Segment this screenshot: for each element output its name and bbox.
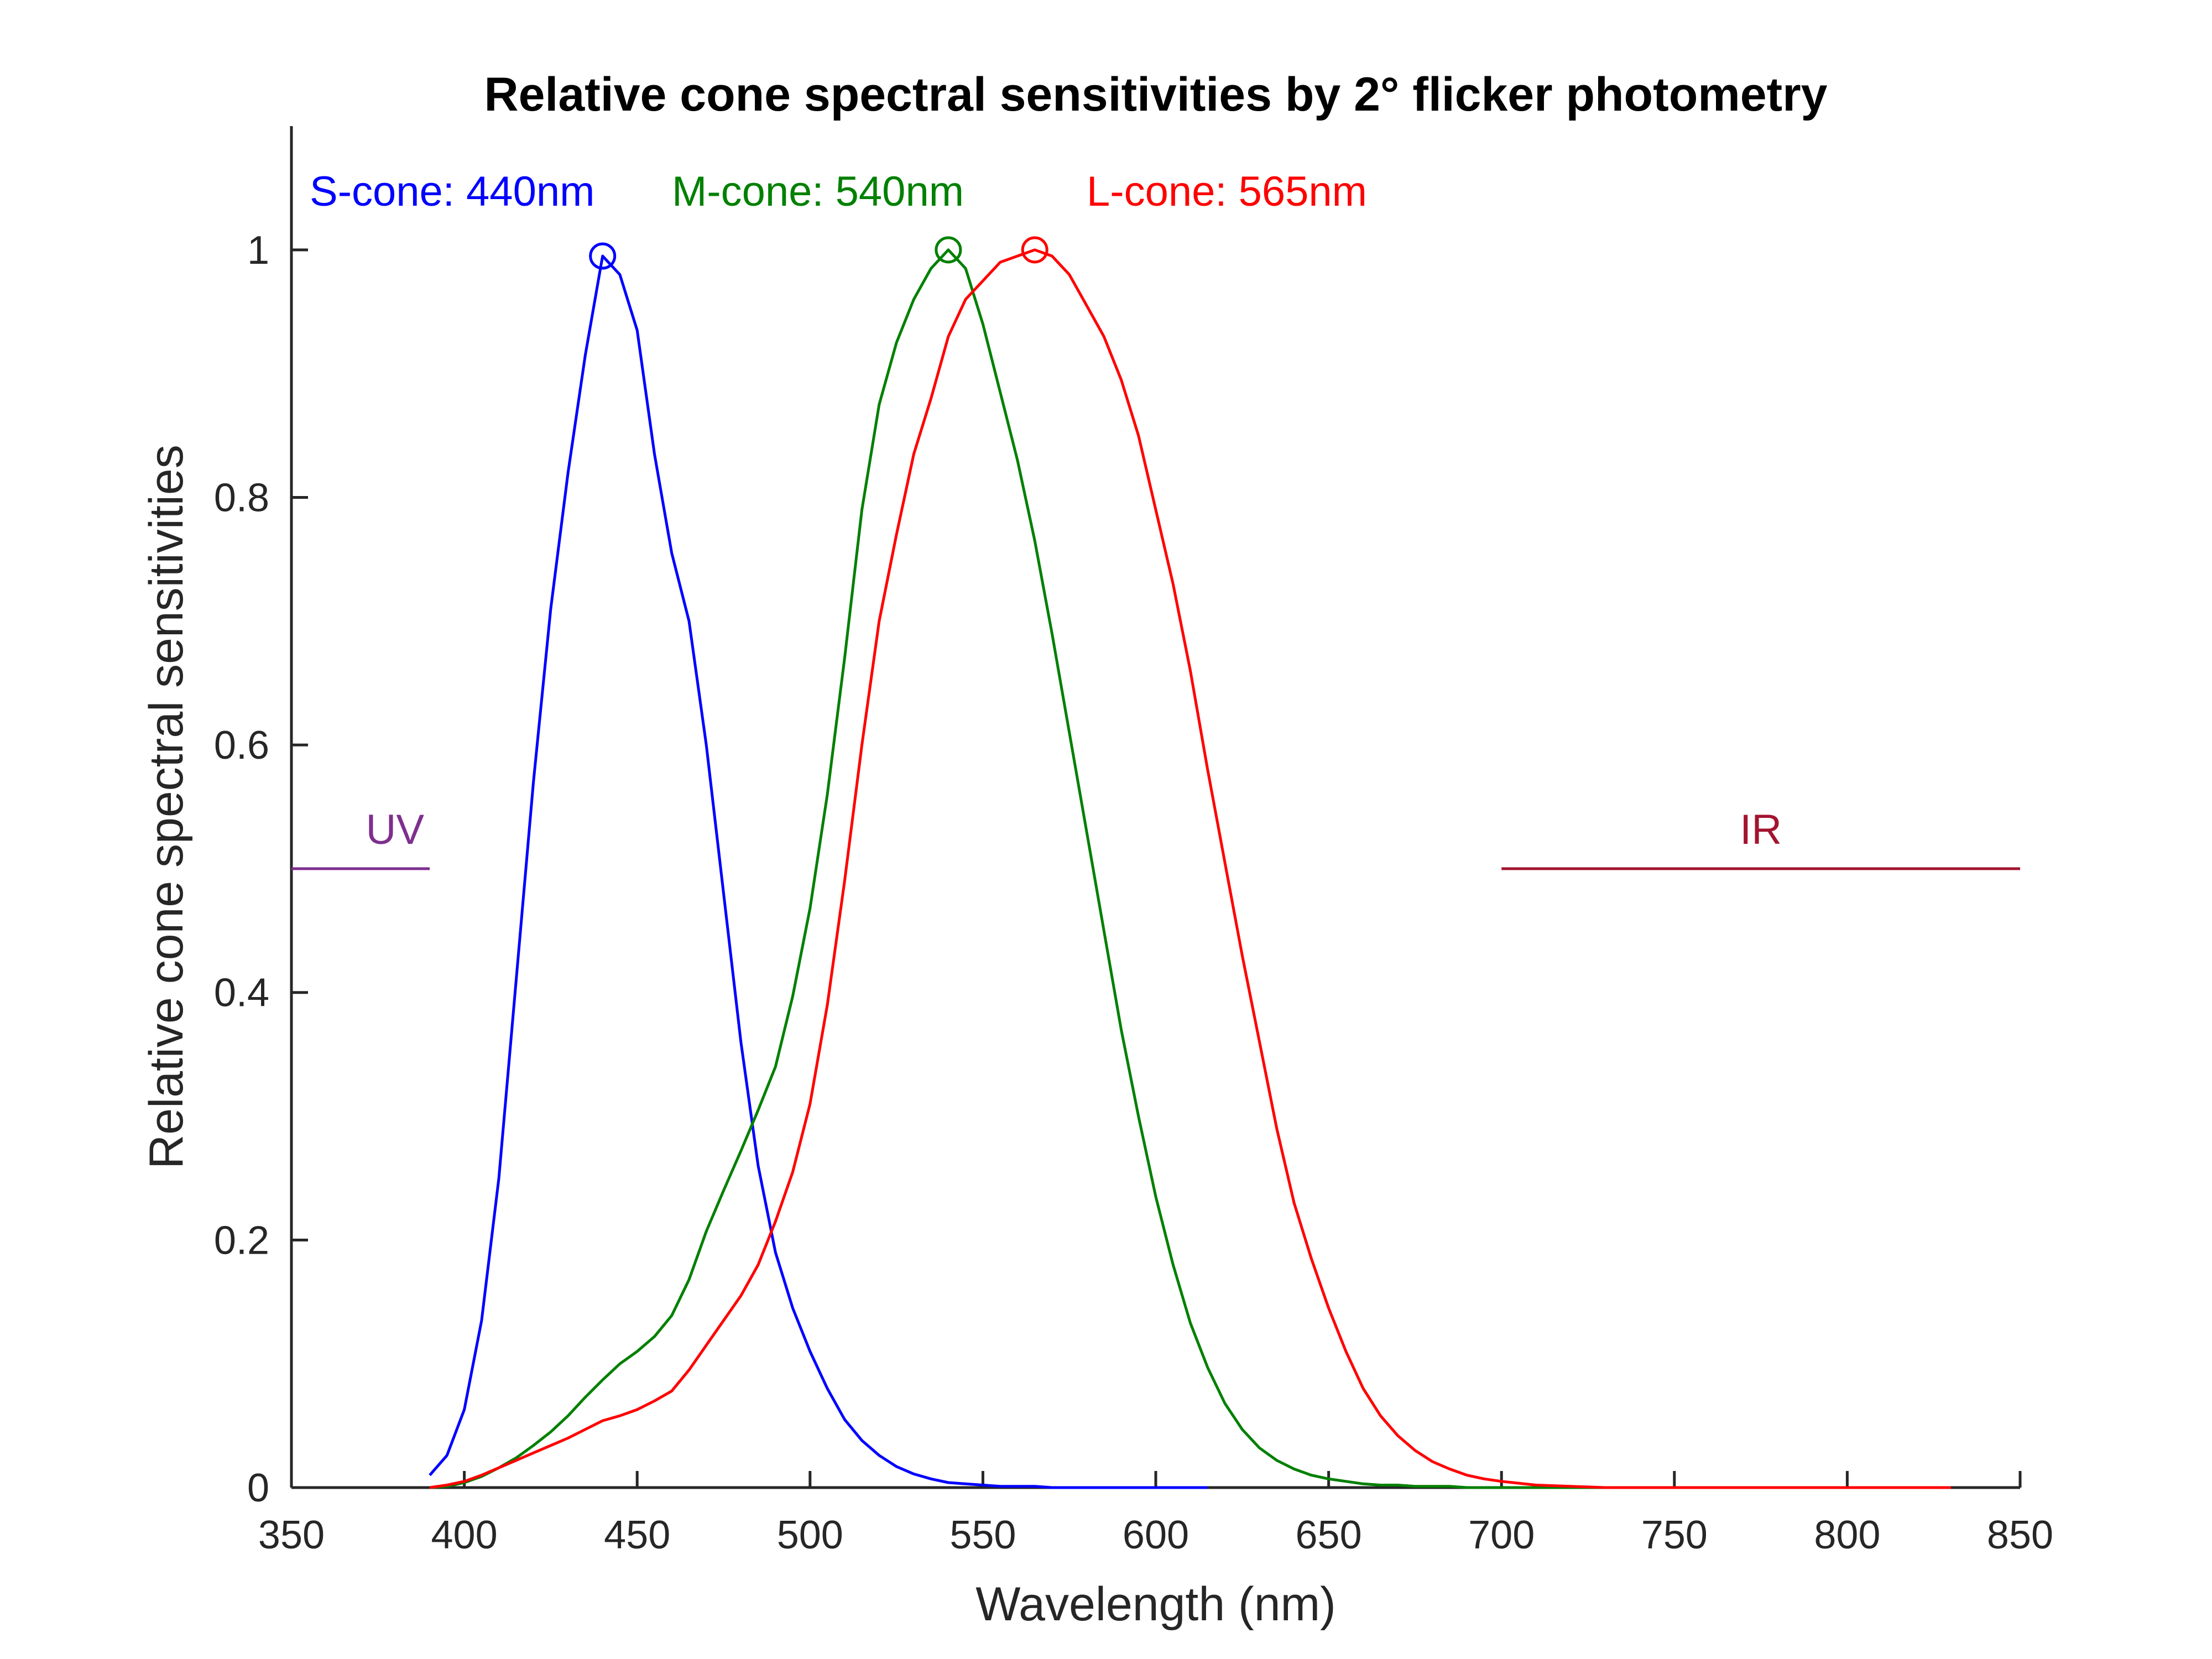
x-tick-label: 450 bbox=[604, 1513, 670, 1557]
x-tick-label: 650 bbox=[1296, 1513, 1362, 1557]
x-tick-label: 500 bbox=[777, 1513, 843, 1557]
x-tick-label: 700 bbox=[1468, 1513, 1535, 1557]
x-tick-label: 800 bbox=[1814, 1513, 1880, 1557]
y-tick-label: 0.2 bbox=[214, 1218, 269, 1262]
y-tick-label: 0.4 bbox=[214, 971, 269, 1015]
x-tick-label: 550 bbox=[950, 1513, 1016, 1557]
ir-band-label: IR bbox=[1740, 806, 1782, 853]
series-labels: S-cone: 440nm M-cone: 540nm L-cone: 565nm bbox=[310, 168, 1367, 215]
x-tick-label: 350 bbox=[258, 1513, 325, 1557]
s-cone-curve bbox=[429, 254, 1208, 1489]
y-axis-label: Relative cone spectral sensitivities bbox=[140, 445, 193, 1169]
s-cone-label: S-cone: 440nm bbox=[310, 168, 594, 215]
y-axis-ticks: 0 0.2 0.4 0.6 0.8 1 bbox=[214, 228, 308, 1510]
x-axis-label: Wavelength (nm) bbox=[975, 1578, 1336, 1631]
y-tick-label: 1 bbox=[247, 228, 269, 273]
uv-band-label: UV bbox=[366, 806, 425, 853]
y-tick-label: 0.8 bbox=[214, 476, 269, 520]
data-series bbox=[429, 236, 1951, 1489]
s-cone-peak-marker bbox=[589, 242, 617, 270]
x-tick-label: 600 bbox=[1123, 1513, 1189, 1557]
x-tick-label: 850 bbox=[1987, 1513, 2053, 1557]
m-cone-label: M-cone: 540nm bbox=[672, 168, 964, 215]
m-cone-curve bbox=[429, 248, 1951, 1489]
y-tick-label: 0 bbox=[247, 1466, 269, 1510]
x-axis-ticks: 350 400 450 500 550 600 650 700 750 800 850 bbox=[258, 1471, 2053, 1557]
wavelength-bands: UV IR bbox=[291, 806, 2020, 870]
m-cone-peak-marker bbox=[935, 236, 962, 264]
x-tick-label: 750 bbox=[1641, 1513, 1708, 1557]
l-cone-curve bbox=[429, 248, 1951, 1489]
y-tick-label: 0.6 bbox=[214, 723, 269, 768]
l-cone-label: L-cone: 565nm bbox=[1087, 168, 1367, 215]
chart-title: Relative cone spectral sensitivities by … bbox=[484, 68, 1828, 121]
l-cone-peak-marker bbox=[1021, 236, 1048, 264]
x-tick-label: 400 bbox=[431, 1513, 498, 1557]
